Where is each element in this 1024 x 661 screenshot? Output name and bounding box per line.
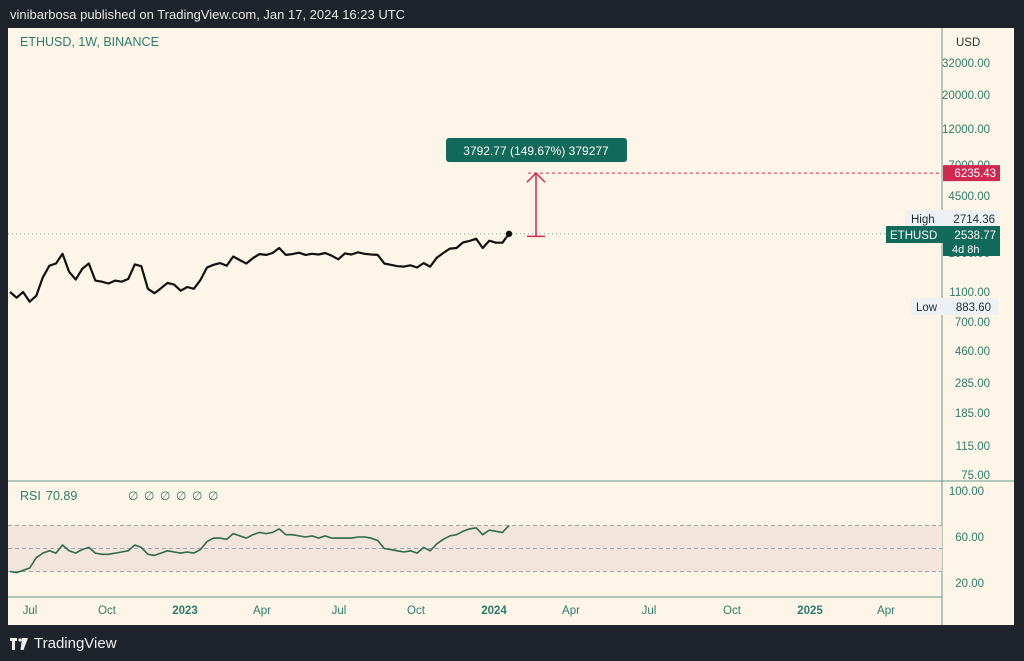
time-axis-tick: Jul	[642, 605, 657, 617]
measure-label: 3792.77 (149.67%) 379277	[463, 144, 609, 158]
time-axis-tick: 2025	[797, 605, 823, 617]
countdown-tag	[943, 243, 1000, 256]
time-axis-tick: Apr	[877, 605, 895, 617]
rsi-value: 70.89	[46, 489, 77, 503]
measure-tool[interactable]: 3792.77 (149.67%) 379277	[446, 138, 942, 238]
price-axis-tick: 700.00	[955, 317, 990, 329]
last-price-tag	[886, 226, 1000, 243]
price-series	[8, 230, 942, 303]
price-axis[interactable]: 32000.0020000.0012000.007000.004500.0019…	[942, 58, 990, 482]
currency-label[interactable]: USD	[956, 37, 980, 49]
high-label: High	[911, 214, 935, 226]
rsi-line[interactable]	[9, 524, 510, 574]
rsi-axis[interactable]: 100.00 60.00 20.00	[949, 486, 984, 590]
tradingview-logo-icon	[10, 637, 28, 650]
price-axis-tick: 32000.00	[942, 58, 990, 70]
rsi-label: RSI	[20, 489, 41, 503]
time-axis-tick: Oct	[98, 605, 117, 617]
rsi-placeholder-icon: ∅	[208, 489, 218, 503]
price-axis-tick: 285.00	[955, 378, 990, 390]
time-axis-tick: 2023	[172, 605, 198, 617]
target-price-tag	[943, 165, 1000, 182]
time-axis-tick: Oct	[407, 605, 426, 617]
time-axis-tick: Apr	[253, 605, 271, 617]
last-price-value: 2538.77	[954, 230, 996, 242]
price-axis-tick: 1100.00	[949, 287, 990, 299]
high-tag	[905, 210, 998, 227]
rsi-axis-tick: 60.00	[955, 532, 984, 544]
price-axis-tick: 12000.00	[942, 124, 990, 136]
brand-label: TradingView	[34, 635, 117, 652]
low-value: 883.60	[956, 302, 991, 314]
price-axis-tick: 115.00	[956, 441, 990, 453]
high-value: 2714.36	[953, 214, 995, 226]
time-axis-tick: Jul	[23, 605, 38, 617]
rsi-axis-tick: 20.00	[955, 578, 984, 590]
rsi-placeholder-icon: ∅	[144, 489, 154, 503]
rsi-placeholders: ∅ ∅ ∅ ∅ ∅ ∅	[128, 489, 218, 503]
rsi-pane[interactable]: RSI 70.89 ∅ ∅ ∅ ∅ ∅ ∅ 100.00 60.00 20.00	[8, 486, 984, 590]
price-tags: 6235.43 High 2714.36 ETHUSD 2538.77 4d 8h Low 8…	[886, 165, 1000, 315]
price-pane[interactable]: ETHUSD, 1W, BINANCE USD 32000.00 20000.00…	[8, 28, 1014, 625]
price-axis-tick: 185.00	[955, 408, 990, 420]
target-price-label: 6235.43	[954, 168, 996, 180]
time-axis-tick: Apr	[562, 605, 580, 617]
time-axis-tick: 2024	[481, 605, 507, 617]
time-axis-tick: Oct	[723, 605, 742, 617]
last-price-dot	[505, 230, 513, 238]
rsi-axis-tick: 100.00	[949, 486, 984, 498]
measure-arrow-head	[526, 172, 546, 183]
low-label: Low	[916, 302, 938, 314]
measure-label-box	[446, 138, 627, 162]
rsi-placeholder-icon: ∅	[128, 489, 138, 503]
rsi-placeholder-icon: ∅	[160, 489, 170, 503]
chart-canvas[interactable]: ETHUSD, 1W, BINANCE USD 32000.00 20000.00…	[8, 28, 1014, 625]
publish-info: vinibarbosa published on TradingView.com…	[10, 7, 406, 22]
rsi-bands	[8, 525, 942, 572]
price-axis-tick: 75.00	[961, 470, 990, 482]
price-line[interactable]	[9, 233, 510, 303]
tradingview-brand[interactable]: TradingView	[10, 635, 117, 652]
countdown-value: 4d 8h	[952, 244, 980, 256]
rsi-placeholder-icon: ∅	[192, 489, 202, 503]
price-axis-tick: 20000.00	[942, 90, 990, 102]
time-axis-tick: Jul	[332, 605, 347, 617]
rsi-placeholder-icon: ∅	[176, 489, 186, 503]
time-axis[interactable]: Jul Oct 2023 Apr Jul Oct 2024 Apr Jul Oct 2025 Apr	[23, 605, 895, 617]
price-axis-tick: 460.00	[955, 346, 990, 358]
last-price-symbol: ETHUSD	[890, 230, 937, 242]
price-axis-tick: 4500.00	[948, 191, 990, 203]
low-tag	[911, 298, 998, 315]
chart-frame: ETHUSD, 1W, BINANCE USD 32000.00 20000.00…	[8, 28, 1014, 625]
symbol-title: ETHUSD, 1W, BINANCE	[20, 35, 159, 49]
rsi-series	[9, 524, 510, 574]
